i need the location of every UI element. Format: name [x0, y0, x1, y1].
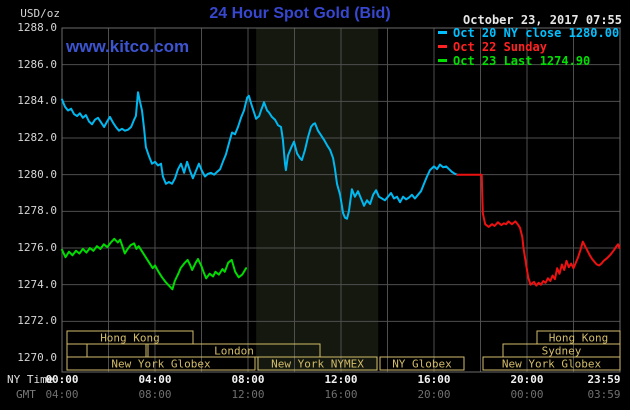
x-tick-nytime: 20:00	[510, 373, 544, 386]
x-tick-gmt: 03:59	[587, 388, 621, 401]
x-axis-row-label-nytime: NY Time	[7, 373, 54, 386]
price-line	[456, 173, 621, 287]
x-tick-nytime: 00:00	[45, 373, 79, 386]
x-tick-nytime: 12:00	[324, 373, 358, 386]
price-line	[61, 91, 459, 220]
x-axis-row-label-gmt: GMT	[16, 388, 36, 401]
session-box	[257, 356, 378, 371]
y-tick-label: 1286.0	[17, 57, 57, 71]
session-label: NY Globex	[392, 358, 452, 371]
datetime-label: October 23, 2017 07:55	[463, 13, 622, 27]
legend-swatch-icon	[438, 45, 447, 48]
legend-label: Oct 23 Last 1274.90	[453, 54, 591, 68]
x-tick-nytime: 16:00	[417, 373, 451, 386]
legend-swatch-icon	[438, 59, 447, 62]
session-label: Hong Kong	[100, 332, 160, 345]
x-tick-gmt: 04:00	[45, 388, 79, 401]
y-tick-label: 1274.0	[17, 277, 57, 291]
legend-item-oct20: Oct 20 NY close 1280.00	[438, 26, 619, 40]
page-title: 24 Hour Spot Gold (Bid)	[209, 5, 391, 22]
y-tick-label: 1280.0	[17, 167, 57, 181]
plot-frame	[61, 27, 621, 373]
y-axis-units-label: USD/oz	[20, 7, 60, 20]
price-line	[61, 237, 248, 291]
session-box	[482, 356, 621, 371]
x-tick-gmt: 12:00	[231, 388, 265, 401]
session-box	[66, 343, 88, 358]
kitco-watermark-link[interactable]: www.kitco.com	[66, 37, 190, 56]
x-tick-nytime: 08:00	[231, 373, 265, 386]
legend-item-oct23: Oct 23 Last 1274.90	[438, 54, 619, 68]
session-box	[66, 356, 256, 371]
x-tick-gmt: 08:00	[138, 388, 172, 401]
session-box	[379, 356, 465, 371]
session-label: Sydney	[542, 345, 582, 358]
y-tick-label: 1276.0	[17, 241, 57, 254]
y-tick-label: 1282.0	[17, 131, 57, 144]
session-label: New York NYMEX	[271, 358, 364, 371]
legend: Oct 20 NY close 1280.00 Oct 22 Sunday Oc…	[438, 26, 619, 68]
y-tick-label: 1288.0	[17, 21, 57, 34]
y-tick-label: 1270.0	[17, 351, 57, 364]
x-tick-nytime: 23:59	[587, 373, 621, 386]
session-box	[86, 343, 147, 358]
session-label: London	[214, 345, 254, 358]
x-tick-nytime: 04:00	[138, 373, 172, 386]
x-tick-gmt: 00:00	[510, 388, 544, 401]
session-label: New York Globex	[502, 358, 602, 371]
y-tick-label: 1272.0	[17, 314, 57, 328]
x-tick-gmt: 16:00	[324, 388, 358, 401]
session-label: New York Globex	[111, 358, 211, 371]
y-tick-label: 1278.0	[17, 204, 57, 218]
y-tick-label: 1284.0	[17, 94, 57, 108]
x-tick-gmt: 20:00	[417, 388, 451, 401]
legend-label: Oct 22 Sunday	[453, 40, 547, 54]
nymex-session-band	[256, 28, 379, 371]
legend-label: Oct 20 NY close 1280.00	[453, 26, 620, 40]
legend-swatch-icon	[438, 31, 447, 34]
session-label: Hong Kong	[549, 332, 609, 345]
legend-item-oct22: Oct 22 Sunday	[438, 40, 619, 54]
